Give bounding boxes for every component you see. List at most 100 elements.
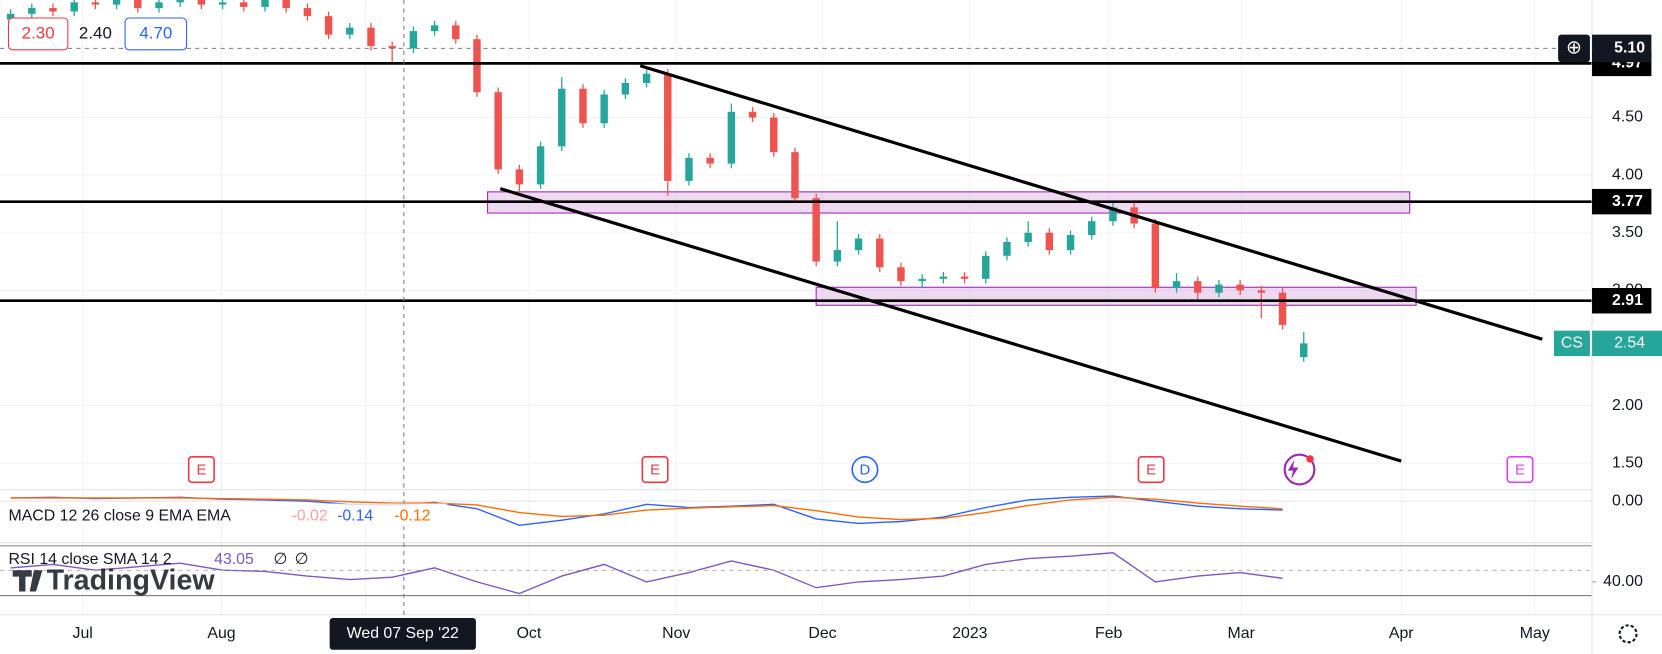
candle-body [134,0,142,9]
logo: TradingView [47,564,216,596]
candle-body [791,152,799,199]
level-label: 3.77 [1612,193,1643,210]
crosshair-price: 5.10 [1614,40,1645,57]
candle-body [473,39,481,93]
readout: 2.30 [22,23,55,42]
trend-line [499,187,1402,463]
candle-body [1109,207,1117,222]
logo-icon [12,570,43,592]
last-price-box [1592,330,1662,357]
candle-body [897,267,905,282]
crosshair-plus-box [1558,34,1590,63]
overlay: Jul Aug Oct Nov Dec 2023 Feb Mar Apr May 1.50 2.00 3… [0,34,1662,642]
candle-body [261,0,269,7]
candle-body [770,117,778,153]
event-marker [1137,456,1165,484]
event-marker [1506,456,1534,484]
candle-body [664,73,672,181]
symbol-box [1553,330,1590,357]
indicator-readout: 43.05 [214,551,254,568]
candle-body [282,0,290,9]
candle-body [1151,223,1160,289]
indicator-name: MACD 12 26 close 9 EMA EMA [8,507,231,524]
candle-body [1003,241,1011,256]
y-tick-label: 2.00 [1612,397,1643,414]
candle-body [155,2,163,9]
candle-body [876,238,884,268]
crosshair-price-box [1592,34,1652,63]
candle-body [515,169,524,185]
candle-body [388,46,396,49]
candle-body [70,2,78,12]
candle-body [1172,281,1181,289]
candle-body [28,8,36,14]
candle-body [854,238,863,251]
candle-body [939,276,948,279]
event-marker[interactable] [851,456,879,484]
candle-body [748,111,757,118]
symbol-name: CS [1561,335,1583,352]
candle-body [1257,290,1266,293]
legend-bg [4,503,448,527]
lightning-circle [1283,453,1316,486]
readout-box [124,17,188,51]
zone-box [815,286,1417,306]
y-tick-label: 4.00 [1612,166,1643,183]
candle-body [1194,281,1202,293]
x-tick-label: Feb [1095,625,1123,642]
indicator-readout: -0.02 [291,507,327,524]
candle-body [452,25,460,40]
x-tick-label: Dec [808,625,836,642]
candle-body [1236,284,1244,291]
candle-body [1088,221,1096,236]
last-price: 2.54 [1614,335,1645,352]
y-tick-label: 1.50 [1612,454,1643,471]
readout-box [7,17,69,51]
candle-body [218,2,227,5]
trend-line [639,64,1543,341]
candle-body [6,13,15,20]
candle-body [642,73,651,83]
candle-body [600,94,608,124]
candle-body [1215,284,1223,293]
indicator-readout: -0.14 [337,507,373,524]
event-label: E [196,463,206,479]
candle-body [494,92,502,170]
event-marker [187,456,215,484]
x-tick-label: 2023 [952,625,987,642]
x-tick-label: Aug [207,625,235,642]
x-tick-label: May [1520,625,1550,642]
candle-body [240,2,248,7]
event-label: E [1515,463,1525,479]
event-label: D [860,463,871,479]
candle-body [579,88,587,124]
x-tick-label: Jul [73,625,93,642]
candle-body [1300,343,1308,358]
candle-body [430,25,439,32]
candle-body [1278,292,1287,325]
candle-body [706,157,714,164]
level-label: 2.91 [1612,292,1643,309]
candle-body [960,276,969,279]
candle-body [536,146,545,185]
candle-body [324,16,333,35]
candle-body [558,88,566,147]
candle-body [91,2,100,5]
level-label-box [1592,188,1652,215]
lightning-icon [1287,460,1299,480]
y-tick-label: 4.50 [1612,109,1643,126]
candle-body [176,0,184,3]
crosshair-date-box [329,617,476,650]
x-tick-label: Oct [517,625,542,642]
crosshair-plus: ⊕ [1566,37,1582,58]
candle-body [303,8,312,17]
candle-body [727,111,736,164]
x-tick-label: Apr [1389,625,1414,642]
y-tick-label: 3.50 [1612,224,1643,241]
event-label: E [650,463,660,479]
candle-body [918,278,926,282]
settings-icon[interactable] [1618,624,1638,644]
candle-body [982,255,990,279]
candle-body [1024,232,1032,242]
